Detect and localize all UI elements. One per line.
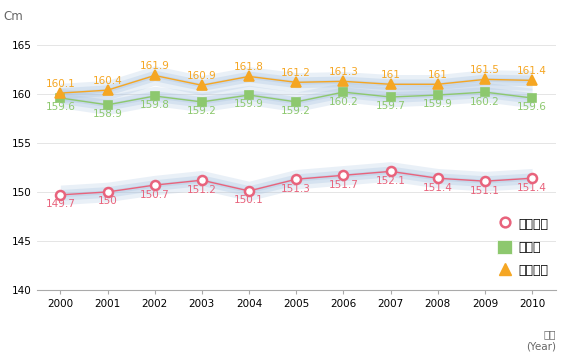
Text: 152.1: 152.1 — [376, 176, 406, 186]
Text: 151.2: 151.2 — [187, 185, 217, 195]
Text: 160.2: 160.2 — [328, 96, 358, 107]
Text: 158.9: 158.9 — [92, 109, 122, 119]
Text: 159.7: 159.7 — [376, 102, 406, 111]
Text: 161: 161 — [381, 70, 400, 80]
Legend: 초등학교, 중학교, 고등학교: 초등학교, 중학교, 고등학교 — [491, 210, 554, 284]
Text: 150: 150 — [98, 196, 117, 206]
Text: 161.9: 161.9 — [140, 61, 170, 71]
Text: 161: 161 — [428, 70, 448, 80]
Text: 160.9: 160.9 — [187, 71, 217, 81]
Text: 160.1: 160.1 — [46, 79, 75, 89]
Text: 151.4: 151.4 — [423, 183, 453, 193]
Text: 연도
(Year): 연도 (Year) — [526, 329, 556, 352]
Text: 159.9: 159.9 — [423, 99, 453, 110]
Text: 151.7: 151.7 — [328, 180, 358, 190]
Text: 160.4: 160.4 — [92, 76, 122, 86]
Text: Cm: Cm — [3, 9, 23, 23]
Text: 150.1: 150.1 — [234, 195, 264, 205]
Text: 159.8: 159.8 — [140, 100, 170, 110]
Text: 161.8: 161.8 — [234, 62, 264, 72]
Text: 159.2: 159.2 — [187, 106, 217, 116]
Text: 159.6: 159.6 — [45, 102, 75, 112]
Text: 151.1: 151.1 — [470, 186, 500, 195]
Text: 161.5: 161.5 — [470, 65, 500, 75]
Text: 161.3: 161.3 — [328, 67, 358, 77]
Text: 159.9: 159.9 — [234, 99, 264, 110]
Text: 151.4: 151.4 — [517, 183, 547, 193]
Text: 159.6: 159.6 — [517, 102, 547, 112]
Text: 150.7: 150.7 — [140, 190, 170, 199]
Text: 161.4: 161.4 — [517, 66, 547, 76]
Text: 160.2: 160.2 — [470, 96, 500, 107]
Text: 161.2: 161.2 — [281, 68, 311, 78]
Text: 149.7: 149.7 — [45, 199, 75, 209]
Text: 151.3: 151.3 — [281, 183, 311, 194]
Text: 159.2: 159.2 — [281, 106, 311, 116]
